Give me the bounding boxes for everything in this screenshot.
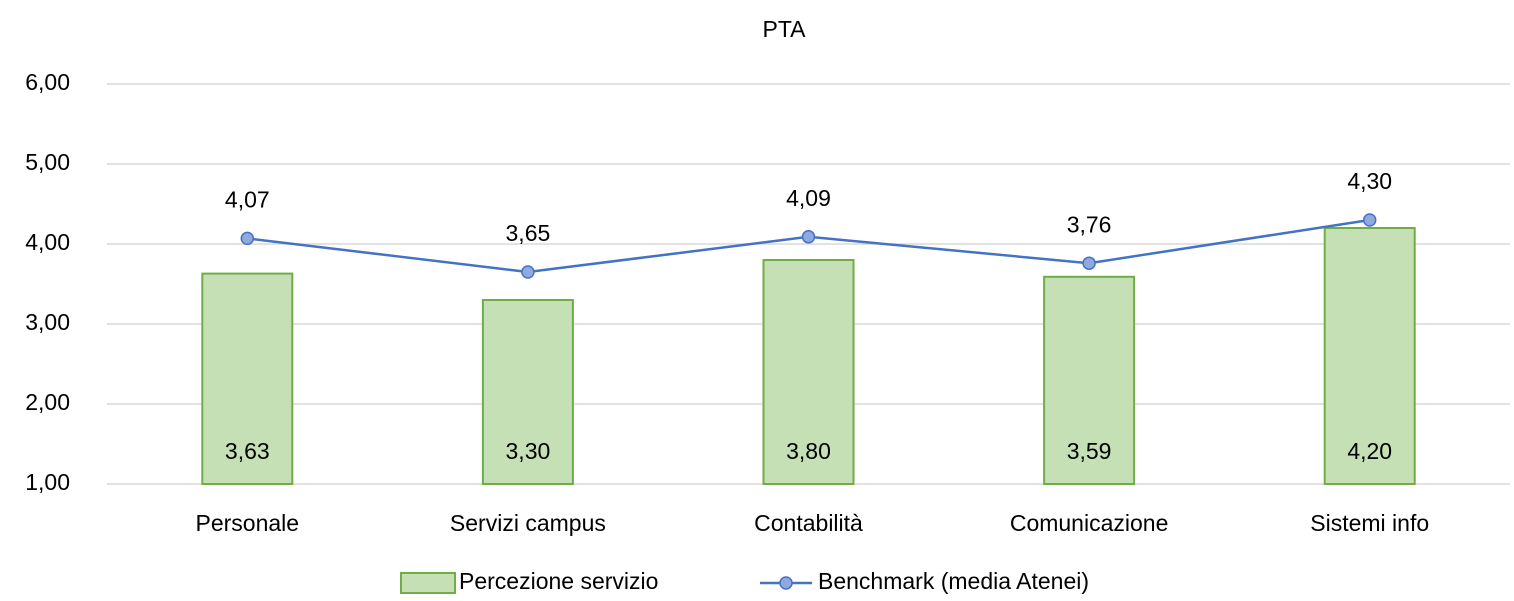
data-label: 3,59 — [1067, 438, 1112, 464]
x-tick-label: Contabilità — [754, 510, 863, 536]
marker — [240, 231, 255, 246]
y-tick-label: 6,00 — [25, 69, 70, 95]
data-label: 3,63 — [225, 438, 270, 464]
data-label: 3,76 — [1067, 211, 1112, 237]
data-label: 4,20 — [1347, 438, 1392, 464]
bar — [201, 272, 294, 485]
data-label: 4,07 — [225, 186, 270, 212]
legend-label: Percezione servizio — [459, 568, 658, 594]
marker — [1362, 213, 1377, 227]
marker — [1082, 256, 1096, 270]
x-tick-label: Servizi campus — [450, 510, 606, 536]
legend-swatch — [400, 572, 456, 594]
chart-title: PTA — [762, 16, 806, 42]
legend-marker — [779, 576, 793, 590]
y-tick-label: 4,00 — [25, 229, 70, 255]
y-tick-label: 3,00 — [25, 309, 70, 335]
data-label: 3,65 — [506, 220, 551, 246]
marker — [521, 265, 535, 279]
legend-label: Benchmark (media Atenei) — [818, 568, 1089, 594]
bar — [1323, 227, 1416, 485]
data-label: 4,09 — [786, 185, 831, 211]
y-tick-label: 2,00 — [25, 389, 70, 415]
x-tick-label: Sistemi info — [1310, 510, 1429, 536]
data-label: 3,30 — [506, 438, 551, 464]
x-tick-label: Comunicazione — [1010, 510, 1169, 536]
y-tick-label: 1,00 — [25, 469, 70, 495]
x-tick-label: Personale — [196, 510, 300, 536]
bar — [481, 299, 574, 485]
marker — [801, 230, 816, 244]
y-tick-label: 5,00 — [25, 149, 70, 175]
bar — [1043, 275, 1136, 485]
data-label: 4,30 — [1347, 168, 1392, 194]
data-label: 3,80 — [786, 438, 831, 464]
bar — [762, 259, 855, 485]
